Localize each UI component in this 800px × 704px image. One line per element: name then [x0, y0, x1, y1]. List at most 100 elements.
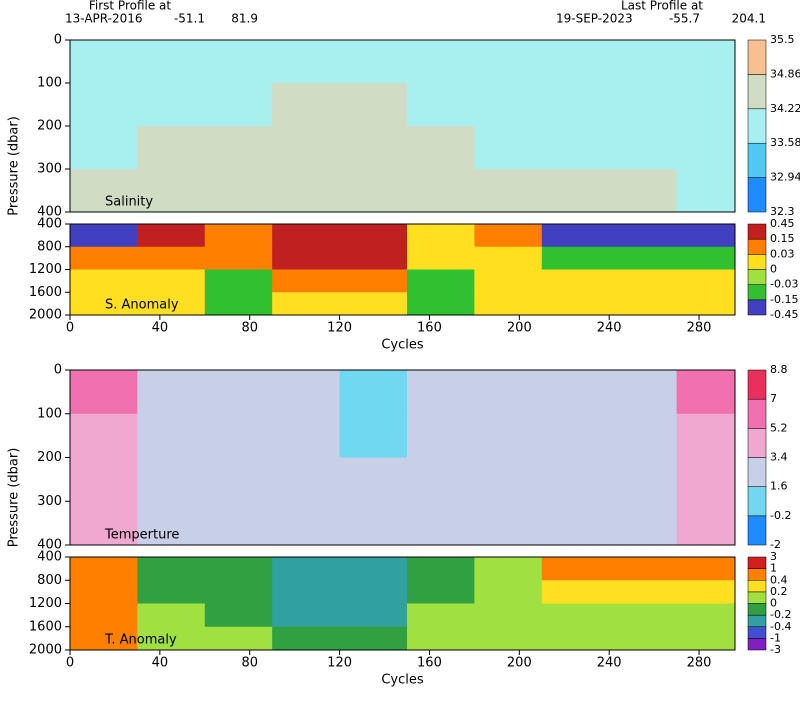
heat-cell [406, 292, 475, 316]
y-tick-label: 200 [37, 450, 62, 465]
heat-cell [339, 269, 408, 293]
heat-cell [676, 224, 736, 248]
colorbar-label: 3 [770, 550, 777, 563]
heat-cell [474, 126, 543, 170]
heat-cell [676, 83, 736, 127]
heat-cell [70, 557, 138, 581]
y-tick-label: 2000 [29, 308, 62, 323]
panel-label: Salinity [105, 195, 153, 210]
colorbar-label: 8.8 [770, 363, 788, 376]
colorbar-segment [747, 39, 767, 75]
heat-cell [137, 169, 206, 213]
x-tick-label: 40 [152, 656, 169, 671]
colorbar-segment [747, 515, 767, 546]
heat-cell [137, 413, 206, 458]
heat-cell [339, 40, 408, 84]
heat-cell [609, 580, 678, 604]
heat-cell [541, 224, 610, 248]
heat-cell [272, 457, 341, 502]
y-tick-label: 200 [37, 119, 62, 134]
x-tick-label: 0 [66, 656, 74, 671]
heat-cell [406, 457, 475, 502]
heat-cell [137, 370, 206, 415]
y-axis-label: Pressure (dbar) [7, 448, 22, 548]
heat-cell [204, 292, 273, 316]
heat-cell [609, 626, 678, 651]
heat-cell [272, 224, 341, 248]
heat-cell [406, 126, 475, 170]
heat-cell [339, 557, 408, 581]
heat-cell [541, 580, 610, 604]
heat-cell [339, 126, 408, 170]
first-profile-label: First Profile at [89, 0, 172, 13]
heat-cell [70, 40, 138, 84]
heat-cell [474, 269, 543, 293]
y-tick-label: 1600 [29, 285, 62, 300]
colorbar-label: 0 [770, 597, 777, 610]
heat-cell [137, 603, 206, 628]
heat-cell [541, 603, 610, 628]
colorbar-label: -2 [770, 538, 781, 551]
heat-cell [339, 580, 408, 604]
colorbar-segment [747, 614, 767, 627]
heat-cell [204, 40, 273, 84]
colorbar-segment [747, 457, 767, 487]
panel-label: T. Anomaly [104, 633, 177, 648]
colorbar-segment [747, 369, 767, 400]
heat-cell [339, 457, 408, 502]
last-profile-date: 19-SEP-2023 [556, 12, 633, 26]
heat-cell [541, 370, 610, 415]
heat-cell [609, 169, 678, 213]
heat-cell [137, 246, 206, 270]
heat-cell [406, 501, 475, 546]
heat-cell [609, 224, 678, 248]
heat-cell [204, 580, 273, 604]
colorbar-label: 0.15 [770, 232, 795, 245]
heat-cell [541, 40, 610, 84]
heat-cell [609, 40, 678, 84]
colorbar-label: 0.4 [770, 573, 788, 586]
heat-cell [137, 269, 206, 293]
heat-cell [339, 501, 408, 546]
last-profile-lon: 204.1 [732, 12, 766, 26]
x-tick-label: 120 [327, 321, 352, 336]
colorbar-label: -1 [770, 631, 781, 644]
heat-cell [676, 603, 736, 628]
heat-cell [541, 413, 610, 458]
colorbar-label: 33.58 [770, 136, 800, 149]
colorbar-label: 1.6 [770, 480, 788, 493]
colorbar-segment [747, 177, 767, 213]
heat-cell [339, 224, 408, 248]
x-tick-label: 280 [687, 656, 712, 671]
heat-cell [406, 224, 475, 248]
heat-cell [406, 83, 475, 127]
heat-cell [204, 246, 273, 270]
heat-cell [204, 224, 273, 248]
x-tick-label: 0 [66, 321, 74, 336]
heat-cell [406, 169, 475, 213]
heat-cell [541, 126, 610, 170]
y-tick-label: 0 [54, 33, 62, 48]
colorbar-label: 34.86 [770, 67, 800, 80]
heat-cell [676, 457, 736, 502]
heat-cell [70, 603, 138, 628]
heat-cell [272, 370, 341, 415]
heat-cell [676, 126, 736, 170]
heat-cell [676, 292, 736, 316]
colorbar-segment [747, 428, 767, 458]
x-tick-label: 200 [507, 321, 532, 336]
y-tick-label: 1600 [29, 619, 62, 634]
first-profile-lon: 81.9 [231, 12, 258, 26]
colorbar-label: 7 [770, 392, 777, 405]
heat-cell [70, 224, 138, 248]
heat-cell [406, 626, 475, 651]
heat-cell [474, 580, 543, 604]
heat-cell [474, 246, 543, 270]
panel-label: Temperture [104, 528, 179, 543]
heat-cell [609, 269, 678, 293]
heat-cell [541, 557, 610, 581]
heat-cell [541, 292, 610, 316]
heat-cell [70, 269, 138, 293]
heat-cell [137, 40, 206, 84]
heat-cell [609, 292, 678, 316]
